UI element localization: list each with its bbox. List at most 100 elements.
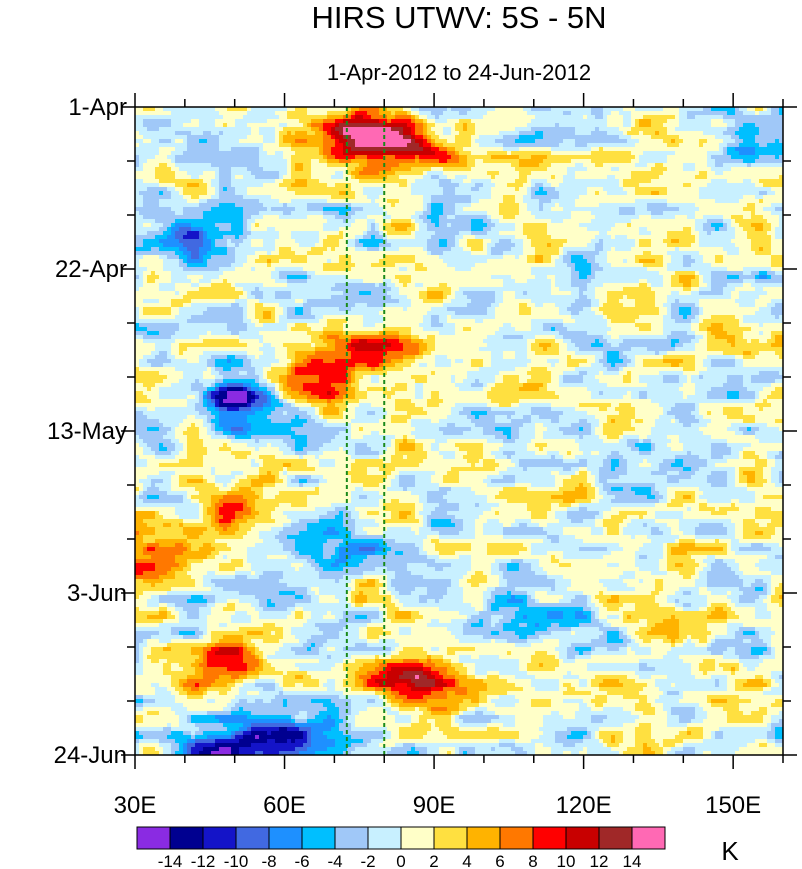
heat-cell [623, 135, 628, 140]
heat-cell [495, 135, 500, 140]
heat-cell [475, 135, 480, 140]
heat-cell [563, 127, 568, 132]
heat-cell [579, 135, 584, 140]
heat-cell [563, 135, 568, 140]
heat-cell [611, 139, 616, 144]
heat-cell [475, 111, 480, 116]
heat-cell [623, 143, 628, 148]
heat-cell [679, 111, 684, 116]
heat-cell [171, 139, 176, 144]
heat-cell [159, 135, 164, 140]
heat-cell [539, 115, 544, 120]
heat-cell [247, 131, 252, 136]
heat-cell [539, 139, 544, 144]
heat-cell [455, 119, 460, 124]
heat-cell [515, 115, 520, 120]
heat-cell [235, 119, 240, 124]
heat-cell [315, 127, 320, 132]
heat-cell [583, 135, 588, 140]
heat-cell [719, 131, 724, 136]
heat-cell [611, 147, 616, 152]
heat-cell [171, 135, 176, 140]
heat-cell [275, 139, 280, 144]
heat-cell [259, 115, 264, 120]
heat-cell [315, 115, 320, 120]
heat-cell [179, 139, 184, 144]
heat-cell [371, 131, 376, 136]
heat-cell [443, 119, 448, 124]
heat-cell [203, 127, 208, 132]
heat-cell [727, 111, 732, 116]
heat-cell [147, 143, 152, 148]
heat-cell [687, 131, 692, 136]
heat-cell [743, 111, 748, 116]
heat-cell [183, 131, 188, 136]
heat-cell [523, 111, 528, 116]
heat-cell [523, 131, 528, 136]
heat-cell [251, 119, 256, 124]
heat-cell [723, 147, 728, 152]
heat-cell [723, 123, 728, 128]
heat-cell [611, 131, 616, 136]
heat-cell [399, 131, 404, 136]
heat-cell [595, 115, 600, 120]
heat-cell [499, 123, 504, 128]
heat-cell [203, 115, 208, 120]
heat-cell [151, 131, 156, 136]
heat-cell [471, 115, 476, 120]
heat-cell [503, 131, 508, 136]
heat-cell [519, 111, 524, 116]
heat-cell [451, 111, 456, 116]
heat-cell [607, 127, 612, 132]
heat-cell [191, 119, 196, 124]
heat-cell [387, 111, 392, 116]
heat-cell [251, 123, 256, 128]
heat-cell [335, 119, 340, 124]
heat-cell [595, 131, 600, 136]
heat-cell [283, 115, 288, 120]
heat-cell [551, 143, 556, 148]
heat-cell [487, 147, 492, 152]
heat-cell [667, 123, 672, 128]
heat-cell [555, 123, 560, 128]
heat-cell [207, 147, 212, 152]
heat-cell [551, 131, 556, 136]
heat-cell [323, 131, 328, 136]
heat-cell [163, 115, 168, 120]
heat-cell [507, 139, 512, 144]
heat-cell [307, 127, 312, 132]
heat-cell [307, 131, 312, 136]
heat-cell [411, 139, 416, 144]
heat-cell [583, 127, 588, 132]
heat-cell [727, 119, 732, 124]
heat-cell [243, 143, 248, 148]
heat-cell [695, 115, 700, 120]
heat-cell [635, 111, 640, 116]
heat-cell [363, 111, 368, 116]
heat-cell [543, 123, 548, 128]
heat-cell [435, 135, 440, 140]
heat-cell [679, 115, 684, 120]
heat-cell [287, 127, 292, 132]
heat-cell [375, 135, 380, 140]
heat-cell [211, 131, 216, 136]
heat-cell [571, 139, 576, 144]
heat-cell [615, 131, 620, 136]
heat-cell [731, 143, 736, 148]
heat-cell [735, 127, 740, 132]
heat-cell [355, 127, 360, 132]
heat-cell [467, 111, 472, 116]
heat-cell [195, 131, 200, 136]
heat-cell [179, 123, 184, 128]
heat-cell [407, 115, 412, 120]
heat-cell [331, 135, 336, 140]
heat-cell [675, 115, 680, 120]
heat-cell [187, 147, 192, 152]
heat-cell [575, 115, 580, 120]
heat-cell [563, 147, 568, 152]
heat-cell [531, 143, 536, 148]
heat-cell [287, 135, 292, 140]
heat-cell [267, 143, 272, 148]
heat-cell [483, 123, 488, 128]
heat-cell [511, 135, 516, 140]
